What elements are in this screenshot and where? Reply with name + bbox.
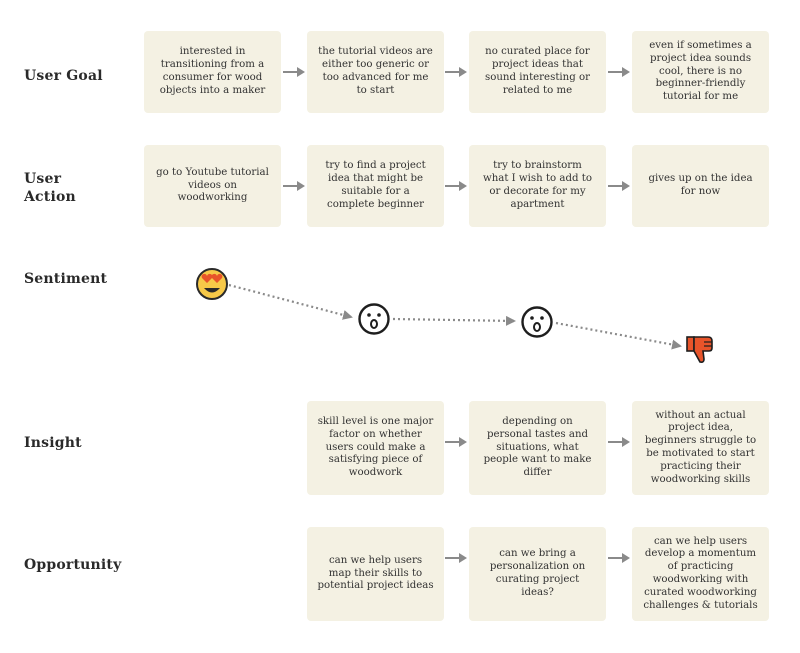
goal-card-3-text: no curated place for project ideas that … <box>485 46 590 96</box>
action-card-2-text: try to find a project idea that might be… <box>325 160 426 210</box>
sentiment-connector-1 <box>228 283 353 320</box>
goal-arrow-2 <box>445 67 467 77</box>
action-arrow-3 <box>608 181 630 191</box>
row-label-opportunity: Opportunity <box>24 557 122 573</box>
action-card-2: try to find a project idea that might be… <box>307 145 444 227</box>
goal-card-4-text: even if sometimes a project idea sounds … <box>649 40 752 103</box>
row-label-user-goal: User Goal <box>24 68 103 84</box>
action-card-4: gives up on the idea for now <box>632 145 769 227</box>
opportunity-card-2-text: can we bring a personalization on curati… <box>489 548 586 598</box>
row-label-sentiment: Sentiment <box>24 271 108 287</box>
goal-card-4: even if sometimes a project idea sounds … <box>632 31 769 113</box>
goal-card-1: interested in transitioning from a consu… <box>144 31 281 113</box>
sentiment-connector-3 <box>555 321 682 350</box>
insight-card-3-text: without an actual project idea, beginner… <box>644 409 757 485</box>
goal-card-3: no curated place for project ideas that … <box>469 31 606 113</box>
opportunity-card-2: can we bring a personalization on curati… <box>469 527 606 621</box>
opportunity-card-3-text: can we help users develop a momentum of … <box>643 535 758 611</box>
insight-arrow-2 <box>608 437 630 447</box>
surprised-face-icon <box>358 303 390 335</box>
action-card-3-text: try to brainstorm what I wish to add to … <box>482 160 592 210</box>
goal-card-2: the tutorial videos are either too gener… <box>307 31 444 113</box>
insight-card-1: skill level is one major factor on wheth… <box>307 401 444 495</box>
heart-eyes-emoji-icon <box>196 268 228 300</box>
opportunity-arrow-2 <box>608 553 630 563</box>
goal-card-1-text: interested in transitioning from a consu… <box>159 46 266 96</box>
surprised-face-icon <box>521 306 553 338</box>
goal-card-2-text: the tutorial videos are either too gener… <box>318 46 433 96</box>
thumbs-down-icon <box>686 336 713 363</box>
action-arrow-1 <box>283 181 305 191</box>
opportunity-card-3: can we help users develop a momentum of … <box>632 527 769 621</box>
insight-arrow-1 <box>445 437 467 447</box>
row-label-user-action-line2: Action <box>24 189 76 205</box>
opportunity-card-1: can we help users map their skills to po… <box>307 527 444 621</box>
action-card-1-text: go to Youtube tutorial videos on woodwor… <box>156 166 269 204</box>
goal-arrow-1 <box>283 67 305 77</box>
insight-card-2-text: depending on personal tastes and situati… <box>483 416 592 479</box>
row-label-user-action-line1: User <box>24 171 62 187</box>
insight-card-3: without an actual project idea, beginner… <box>632 401 769 495</box>
insight-card-1-text: skill level is one major factor on wheth… <box>317 416 434 479</box>
opportunity-card-1-text: can we help users map their skills to po… <box>317 554 434 592</box>
row-label-user-action: User Action <box>24 170 76 206</box>
action-arrow-2 <box>445 181 467 191</box>
insight-card-2: depending on personal tastes and situati… <box>469 401 606 495</box>
opportunity-arrow-1 <box>445 553 467 563</box>
action-card-1: go to Youtube tutorial videos on woodwor… <box>144 145 281 227</box>
sentiment-connector-2 <box>392 315 516 326</box>
action-card-3: try to brainstorm what I wish to add to … <box>469 145 606 227</box>
goal-arrow-3 <box>608 67 630 77</box>
action-card-4-text: gives up on the idea for now <box>648 173 753 197</box>
row-label-insight: Insight <box>24 435 82 451</box>
